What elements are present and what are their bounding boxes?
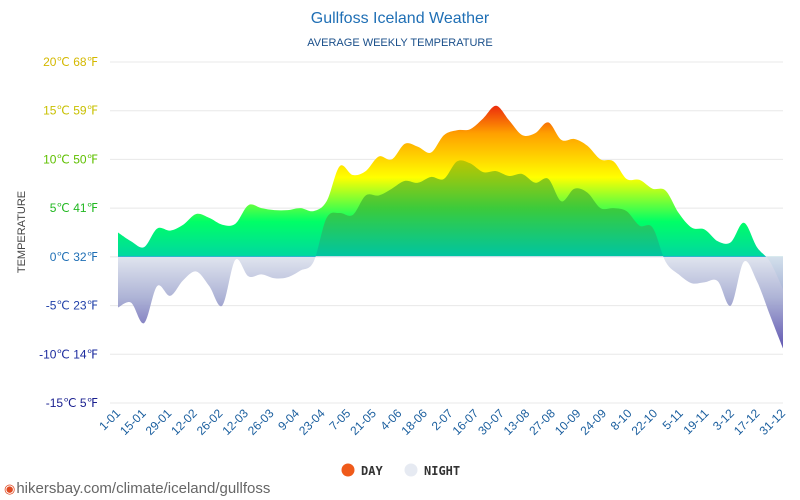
x-axis-tick-labels: 1-0115-0129-0112-0226-0212-0326-039-0423… (96, 406, 788, 438)
x-tick-label: 18-06 (398, 406, 430, 438)
source-credit-text: hikersbay.com/climate/iceland/gullfoss (16, 480, 271, 497)
chart-subtitle: AVERAGE WEEKLY TEMPERATURE (307, 37, 492, 49)
night-area-series-below-zero (118, 256, 783, 349)
y-tick-label: 5℃ 41℉ (50, 201, 98, 215)
plot-area (118, 105, 783, 349)
y-tick-label: 0℃ 32℉ (50, 250, 98, 264)
x-tick-label: 22-10 (629, 406, 661, 438)
chart-title: Gullfoss Iceland Weather (311, 10, 490, 27)
legend: DAY NIGHT (341, 463, 461, 479)
legend-night-marker (404, 463, 418, 477)
y-axis-label: TEMPERATURE (16, 191, 28, 273)
x-tick-label: 29-01 (143, 406, 175, 438)
x-tick-label: 12-02 (168, 406, 200, 438)
x-tick-label: 23-04 (296, 406, 328, 438)
x-tick-label: 12-03 (219, 406, 251, 438)
x-tick-label: 27-08 (526, 406, 558, 438)
source-credit[interactable]: ◉hikersbay.com/climate/iceland/gullfoss (4, 480, 270, 497)
x-tick-label: 19-11 (680, 406, 711, 437)
y-tick-label: -5℃ 23℉ (46, 299, 98, 313)
x-tick-label: 26-03 (245, 406, 277, 438)
legend-night-label: NIGHT (424, 464, 460, 478)
x-tick-label: 21-05 (347, 406, 379, 438)
map-pin-icon: ◉ (4, 481, 16, 496)
legend-item-night[interactable]: NIGHT (404, 463, 461, 479)
x-tick-label: 26-02 (194, 406, 226, 438)
legend-day-label: DAY (361, 464, 383, 478)
x-tick-label: 13-08 (501, 406, 533, 438)
x-tick-label: 16-07 (450, 406, 482, 438)
y-tick-label: 10℃ 50℉ (43, 152, 98, 166)
night-area-series (315, 160, 664, 256)
x-tick-label: 15-01 (117, 406, 149, 438)
x-tick-label: 24-09 (578, 406, 610, 438)
y-tick-label: 15℃ 59℉ (43, 104, 98, 118)
y-tick-label: -10℃ 14℉ (39, 347, 98, 361)
x-tick-label: 17-12 (731, 406, 763, 438)
y-axis-tick-labels: 20℃ 68℉ 15℃ 59℉ 10℃ 50℉ 5℃ 41℉ 0℃ 32℉ -5℃ 23℉… (39, 55, 98, 410)
y-tick-label: -15℃ 5℉ (46, 396, 98, 410)
legend-day-marker (341, 463, 355, 477)
x-tick-label: 10-09 (552, 406, 584, 438)
y-tick-label: 20℃ 68℉ (43, 55, 98, 69)
x-tick-label: 31-12 (757, 406, 789, 438)
legend-item-day[interactable]: DAY (341, 463, 384, 479)
x-tick-label: 30-07 (475, 406, 507, 438)
